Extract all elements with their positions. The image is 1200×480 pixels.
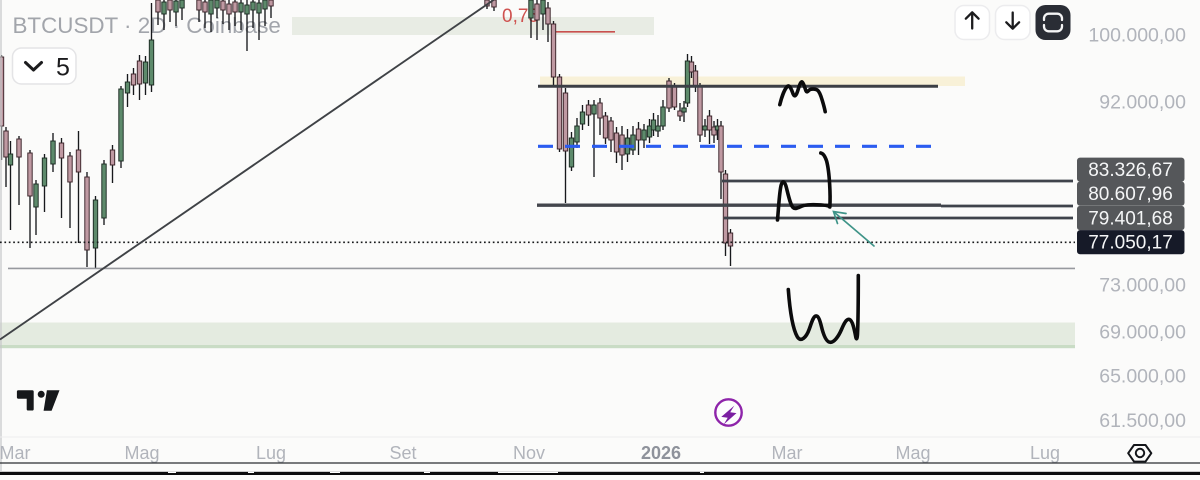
svg-text:65.000,00: 65.000,00 xyxy=(1099,365,1186,387)
svg-text:5: 5 xyxy=(56,54,70,82)
svg-text:73.000,00: 73.000,00 xyxy=(1099,274,1186,296)
svg-text:Mar: Mar xyxy=(0,443,31,463)
svg-text:Lug: Lug xyxy=(1030,443,1060,463)
svg-text:100.000,00: 100.000,00 xyxy=(1088,24,1186,46)
svg-text:Set: Set xyxy=(389,443,416,463)
svg-text:79.401,68: 79.401,68 xyxy=(1088,209,1173,230)
svg-text:Mag: Mag xyxy=(124,443,159,463)
svg-text:Mag: Mag xyxy=(895,443,930,463)
svg-text:Nov: Nov xyxy=(513,443,545,463)
svg-text:61.500,00: 61.500,00 xyxy=(1099,410,1186,432)
svg-text:69.000,00: 69.000,00 xyxy=(1099,321,1186,343)
svg-text:83.326,67: 83.326,67 xyxy=(1088,160,1173,181)
svg-text:77.050,17: 77.050,17 xyxy=(1088,233,1173,254)
svg-text:92.000,00: 92.000,00 xyxy=(1099,91,1186,113)
svg-text:80.607,96: 80.607,96 xyxy=(1088,184,1173,205)
svg-text:Mar: Mar xyxy=(772,443,803,463)
svg-text:BTCUSDT · 2D · Coinbase: BTCUSDT · 2D · Coinbase xyxy=(13,13,281,38)
svg-text:Lug: Lug xyxy=(256,443,286,463)
svg-text:2026: 2026 xyxy=(641,443,681,463)
